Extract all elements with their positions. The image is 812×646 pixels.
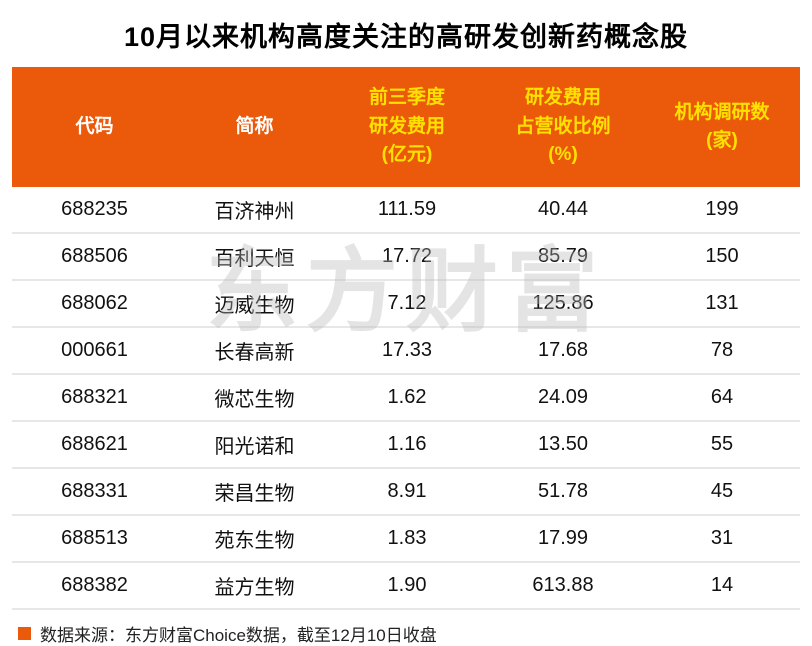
table-row: 688062 迈威生物 7.12 125.86 131 <box>12 280 800 328</box>
cell-code: 688235 <box>12 187 177 234</box>
cell-survey-count: 45 <box>644 468 800 516</box>
table-row: 688513 苑东生物 1.83 17.99 31 <box>12 515 800 563</box>
source-text: 数据来源：东方财富Choice数据，截至12月10日收盘 <box>40 626 437 645</box>
page-title: 10月以来机构高度关注的高研发创新药概念股 <box>123 22 689 52</box>
cell-name: 长春高新 <box>177 327 332 375</box>
cell-survey-count: 78 <box>644 327 800 375</box>
cell-rd-expense: 7.12 <box>332 280 482 328</box>
cell-rd-ratio: 40.44 <box>482 187 644 234</box>
cell-rd-expense: 1.62 <box>332 374 482 422</box>
table-row: 688235 百济神州 111.59 40.44 199 <box>12 187 800 234</box>
cell-survey-count: 14 <box>644 562 800 610</box>
source-bullet-icon <box>18 627 31 640</box>
cell-code: 688506 <box>12 233 177 281</box>
cell-rd-ratio: 13.50 <box>482 421 644 469</box>
cell-rd-expense: 1.16 <box>332 421 482 469</box>
cell-rd-ratio: 613.88 <box>482 562 644 610</box>
table-header-row: 代码 简称 前三季度 研发费用 (亿元) 研发费用 占营收比例 (%) 机构调研… <box>12 67 800 187</box>
cell-survey-count: 150 <box>644 233 800 281</box>
cell-name: 阳光诺和 <box>177 421 332 469</box>
cell-rd-ratio: 17.99 <box>482 515 644 563</box>
stocks-table: 代码 简称 前三季度 研发费用 (亿元) 研发费用 占营收比例 (%) 机构调研… <box>12 67 800 610</box>
header-cell-survey-count: 机构调研数 (家) <box>644 67 800 187</box>
cell-name: 迈威生物 <box>177 280 332 328</box>
cell-survey-count: 64 <box>644 374 800 422</box>
cell-name: 百利天恒 <box>177 233 332 281</box>
cell-code: 688321 <box>12 374 177 422</box>
cell-name: 百济神州 <box>177 187 332 234</box>
cell-rd-expense: 8.91 <box>332 468 482 516</box>
cell-rd-expense: 111.59 <box>332 187 482 234</box>
cell-code: 688382 <box>12 562 177 610</box>
cell-survey-count: 131 <box>644 280 800 328</box>
cell-rd-expense: 1.83 <box>332 515 482 563</box>
cell-rd-expense: 17.33 <box>332 327 482 375</box>
cell-rd-ratio: 125.86 <box>482 280 644 328</box>
header-cell-rd-ratio: 研发费用 占营收比例 (%) <box>482 67 644 187</box>
table-row: 688621 阳光诺和 1.16 13.50 55 <box>12 421 800 469</box>
cell-name: 益方生物 <box>177 562 332 610</box>
cell-code: 000661 <box>12 327 177 375</box>
table-row: 688321 微芯生物 1.62 24.09 64 <box>12 374 800 422</box>
table-row: 688331 荣昌生物 8.91 51.78 45 <box>12 468 800 516</box>
data-table: 东方财富 代码 简称 前三季度 研发费用 (亿元) 研发费用 占营收比例 (%)… <box>12 67 800 610</box>
cell-code: 688062 <box>12 280 177 328</box>
header-cell-name: 简称 <box>177 67 332 187</box>
cell-survey-count: 55 <box>644 421 800 469</box>
table-body: 688235 百济神州 111.59 40.44 199 688506 百利天恒… <box>12 187 800 610</box>
cell-code: 688513 <box>12 515 177 563</box>
cell-rd-ratio: 17.68 <box>482 327 644 375</box>
cell-rd-ratio: 85.79 <box>482 233 644 281</box>
cell-rd-expense: 17.72 <box>332 233 482 281</box>
cell-code: 688621 <box>12 421 177 469</box>
header-cell-code: 代码 <box>12 67 177 187</box>
header-cell-rd-expense: 前三季度 研发费用 (亿元) <box>332 67 482 187</box>
table-row: 688382 益方生物 1.90 613.88 14 <box>12 562 800 610</box>
table-row: 688506 百利天恒 17.72 85.79 150 <box>12 233 800 281</box>
cell-rd-expense: 1.90 <box>332 562 482 610</box>
cell-code: 688331 <box>12 468 177 516</box>
cell-name: 苑东生物 <box>177 515 332 563</box>
footer-note: 数据来源：东方财富Choice数据，截至12月10日收盘 <box>18 621 812 646</box>
cell-rd-ratio: 51.78 <box>482 468 644 516</box>
cell-rd-ratio: 24.09 <box>482 374 644 422</box>
table-row: 000661 长春高新 17.33 17.68 78 <box>12 327 800 375</box>
cell-name: 微芯生物 <box>177 374 332 422</box>
cell-name: 荣昌生物 <box>177 468 332 516</box>
cell-survey-count: 199 <box>644 187 800 234</box>
cell-survey-count: 31 <box>644 515 800 563</box>
